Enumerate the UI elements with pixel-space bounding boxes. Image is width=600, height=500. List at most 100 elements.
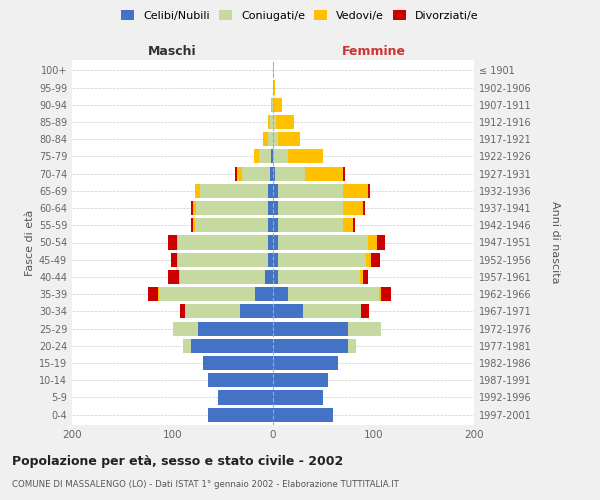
Bar: [191, 338, 273, 353]
Bar: [303, 304, 361, 318]
Bar: [271, 150, 273, 164]
Bar: [268, 132, 273, 146]
Bar: [255, 287, 273, 301]
Bar: [218, 390, 273, 404]
Bar: [265, 270, 273, 284]
Bar: [169, 270, 179, 284]
Bar: [278, 252, 367, 267]
Bar: [377, 236, 385, 250]
Bar: [278, 218, 343, 232]
Bar: [169, 236, 176, 250]
Bar: [148, 287, 158, 301]
Bar: [270, 115, 273, 129]
Bar: [371, 252, 380, 267]
Bar: [193, 218, 194, 232]
Bar: [178, 252, 268, 267]
Bar: [278, 184, 343, 198]
Bar: [380, 287, 391, 301]
Legend: Celibi/Nubili, Coniugati/e, Vedovi/e, Divorziati/e: Celibi/Nubili, Coniugati/e, Vedovi/e, Di…: [117, 6, 483, 25]
Bar: [273, 304, 303, 318]
Bar: [343, 166, 346, 180]
Text: COMUNE DI MASSALENGO (LO) - Dati ISTAT 1° gennaio 2002 - Elaborazione TUTTITALIA: COMUNE DI MASSALENGO (LO) - Dati ISTAT 1…: [12, 480, 399, 489]
Bar: [367, 252, 371, 267]
Bar: [368, 184, 370, 198]
Bar: [278, 132, 300, 146]
Bar: [240, 304, 273, 318]
Bar: [203, 356, 273, 370]
Bar: [270, 166, 273, 180]
Bar: [200, 184, 268, 198]
Bar: [343, 201, 364, 215]
Bar: [273, 322, 349, 336]
Bar: [379, 287, 380, 301]
Bar: [273, 252, 278, 267]
Bar: [173, 322, 197, 336]
Bar: [179, 270, 265, 284]
Bar: [268, 218, 273, 232]
Bar: [176, 236, 178, 250]
Text: Popolazione per età, sesso e stato civile - 2002: Popolazione per età, sesso e stato civil…: [12, 455, 343, 468]
Bar: [273, 408, 334, 422]
Bar: [237, 166, 242, 180]
Bar: [268, 115, 270, 129]
Bar: [178, 236, 268, 250]
Bar: [179, 304, 185, 318]
Bar: [273, 150, 288, 164]
Bar: [208, 408, 273, 422]
Bar: [273, 356, 338, 370]
Bar: [191, 201, 193, 215]
Bar: [305, 166, 343, 180]
Bar: [268, 236, 273, 250]
Bar: [185, 304, 240, 318]
Bar: [160, 287, 255, 301]
Text: Maschi: Maschi: [148, 46, 197, 59]
Bar: [273, 390, 323, 404]
Bar: [273, 373, 328, 388]
Bar: [194, 218, 268, 232]
Bar: [182, 338, 191, 353]
Bar: [273, 98, 274, 112]
Bar: [273, 80, 275, 94]
Bar: [268, 252, 273, 267]
Bar: [349, 338, 356, 353]
Bar: [278, 270, 361, 284]
Bar: [273, 132, 278, 146]
Bar: [278, 201, 343, 215]
Bar: [271, 98, 272, 112]
Bar: [194, 184, 200, 198]
Bar: [268, 201, 273, 215]
Bar: [172, 252, 176, 267]
Bar: [278, 236, 368, 250]
Bar: [361, 304, 370, 318]
Bar: [364, 201, 365, 215]
Bar: [197, 322, 273, 336]
Bar: [349, 322, 380, 336]
Bar: [368, 236, 377, 250]
Bar: [361, 270, 364, 284]
Bar: [268, 184, 273, 198]
Text: Femmine: Femmine: [341, 46, 406, 59]
Bar: [176, 252, 178, 267]
Bar: [272, 98, 273, 112]
Bar: [288, 287, 379, 301]
Bar: [288, 150, 323, 164]
Bar: [273, 166, 275, 180]
Y-axis label: Fasce di età: Fasce di età: [25, 210, 35, 276]
Bar: [254, 150, 259, 164]
Bar: [273, 115, 276, 129]
Bar: [273, 184, 278, 198]
Bar: [273, 218, 278, 232]
Bar: [242, 166, 270, 180]
Bar: [353, 218, 355, 232]
Bar: [273, 64, 274, 78]
Bar: [274, 98, 282, 112]
Bar: [275, 166, 305, 180]
Bar: [191, 218, 193, 232]
Bar: [276, 115, 294, 129]
Bar: [259, 150, 271, 164]
Bar: [193, 201, 196, 215]
Bar: [235, 166, 237, 180]
Bar: [273, 201, 278, 215]
Bar: [196, 201, 268, 215]
Bar: [273, 287, 288, 301]
